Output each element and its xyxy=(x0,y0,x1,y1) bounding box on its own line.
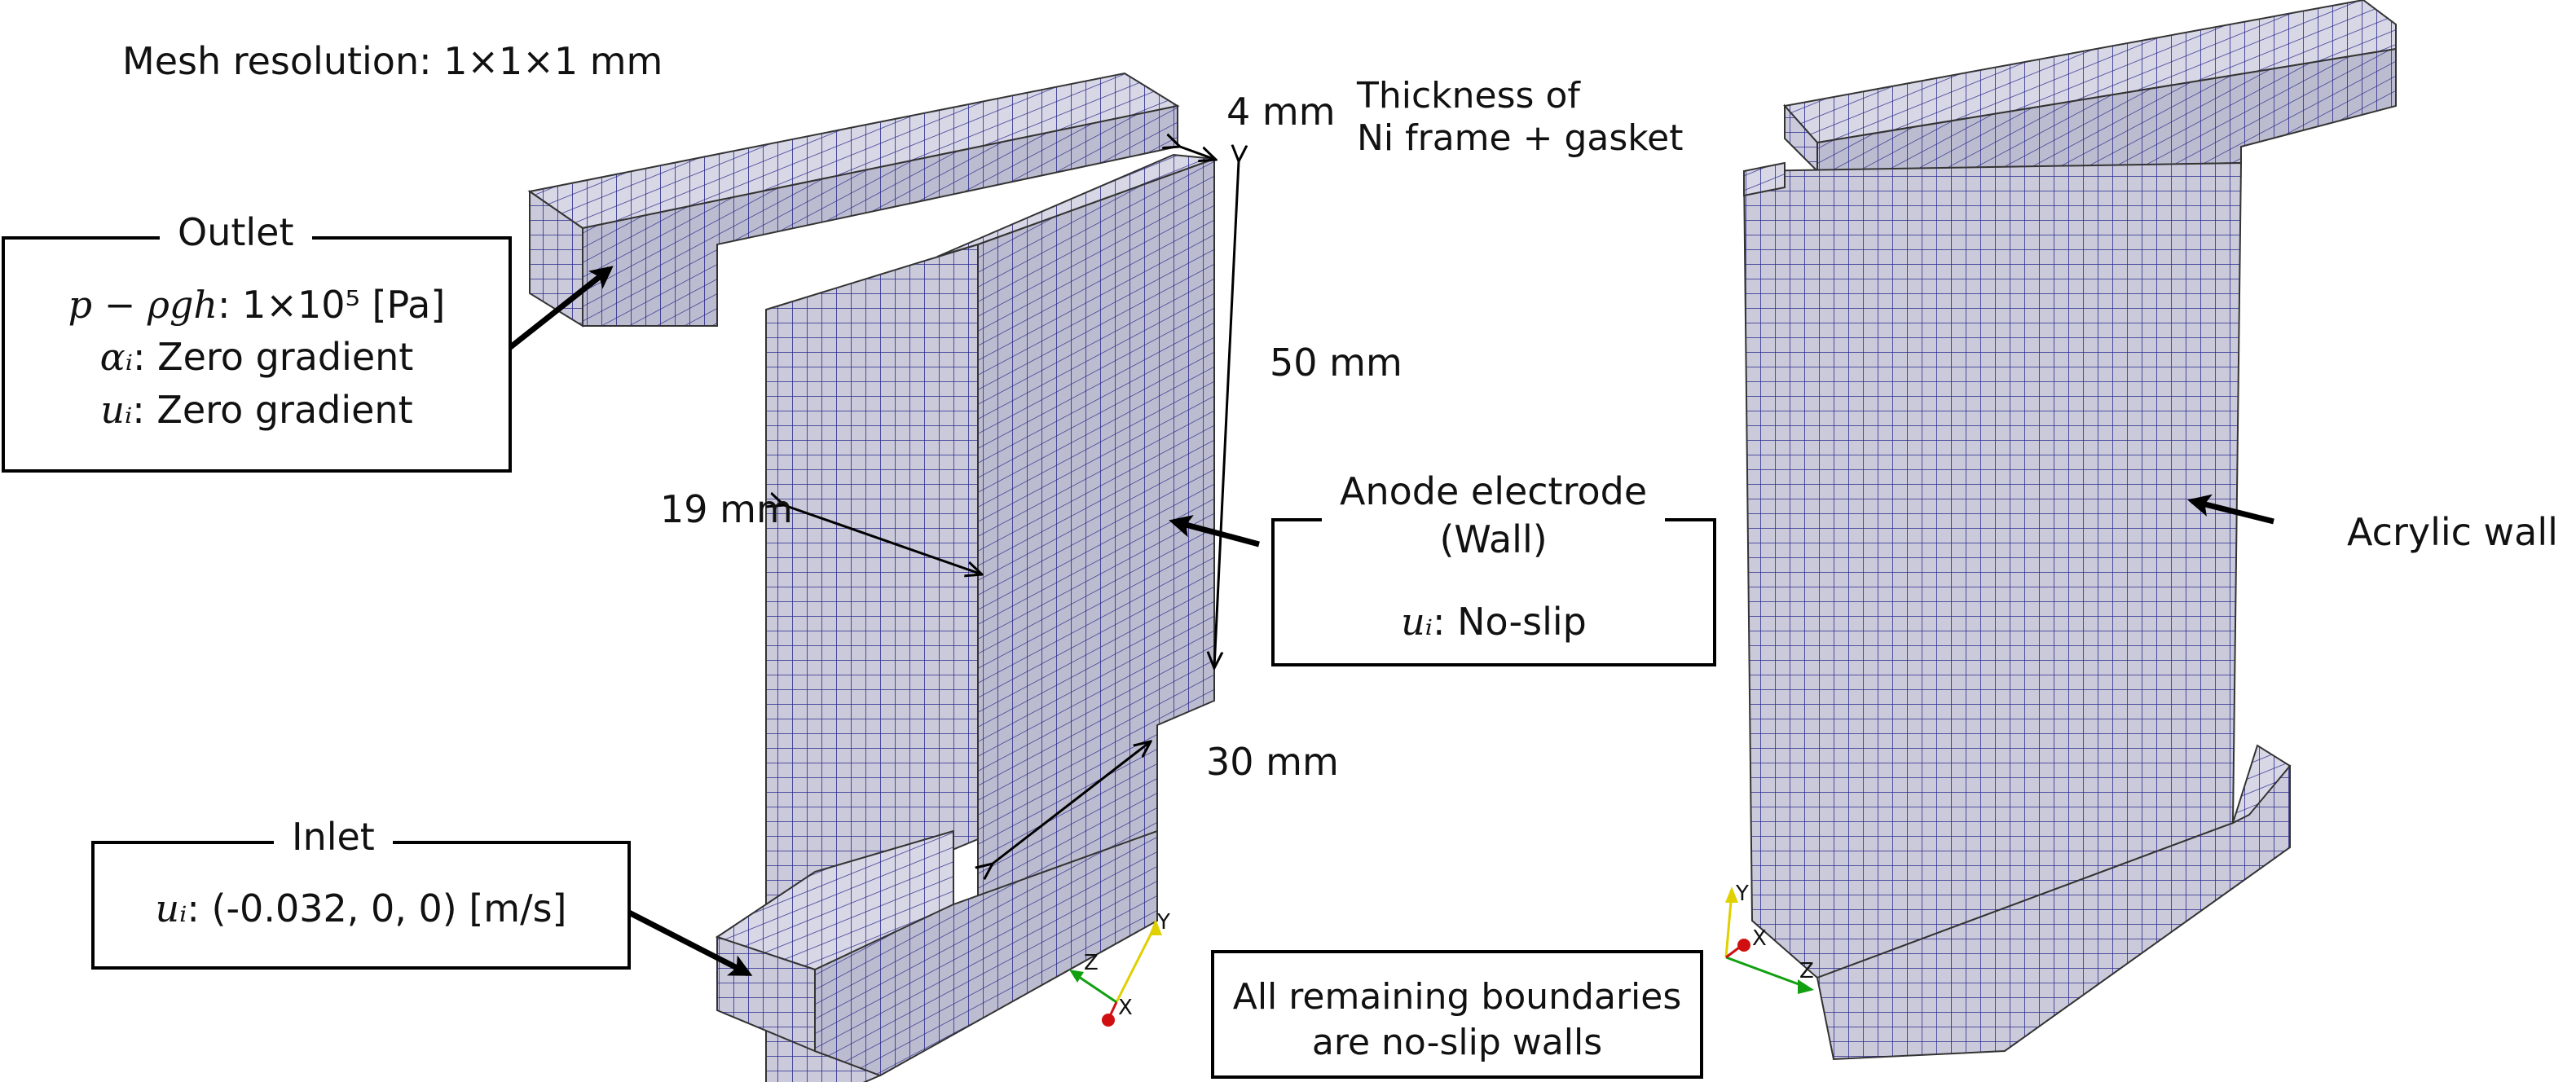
anode-title-line2: (Wall) xyxy=(1439,517,1548,561)
acrylic-wall-label: Acrylic wall xyxy=(2347,510,2558,554)
height-dimension-label: 50 mm xyxy=(1270,341,1402,385)
mesh-resolution-label: Mesh resolution: 1×1×1 mm xyxy=(122,39,663,83)
width-dimension-label: 19 mm xyxy=(660,487,793,531)
dimension-lines xyxy=(784,147,1239,864)
thickness-value-label: 4 mm xyxy=(1226,90,1336,134)
outlet-title: Outlet xyxy=(160,210,312,254)
right-mesh-model xyxy=(1742,0,2397,1061)
outlet-alpha-line: αᵢ: Zero gradient xyxy=(5,331,509,383)
outlet-u-symbol: uᵢ xyxy=(100,387,133,432)
inlet-title: Inlet xyxy=(274,815,393,859)
inlet-arrow xyxy=(624,908,753,977)
axis-y-label-right: Y xyxy=(1735,882,1749,906)
outlet-alpha-value: : Zero gradient xyxy=(132,335,414,380)
right-bottom-top xyxy=(2231,744,2292,825)
left-anode-face xyxy=(977,157,1215,906)
anode-box: Anode electrode (Wall) uᵢ: No-slip xyxy=(1271,468,1716,666)
axis-triad-left: Y Z X xyxy=(1069,910,1170,1027)
outlet-velocity-line: uᵢ: Zero gradient xyxy=(5,384,509,436)
anode-title: Anode electrode (Wall) xyxy=(1322,468,1666,564)
outlet-p-symbol: p − ρgh xyxy=(68,283,218,327)
outlet-p-value: : 1×10⁵ [Pa] xyxy=(218,283,446,327)
depth-dimension-label: 30 mm xyxy=(1206,740,1339,784)
left-topbar-side xyxy=(582,104,1178,327)
dim-height-arrow xyxy=(1214,161,1239,668)
axis-x-label-left: X xyxy=(1118,996,1133,1020)
inlet-box: Inlet uᵢ: (-0.032, 0, 0) [m/s] xyxy=(91,815,631,970)
dim-width-arrow xyxy=(784,505,982,574)
anode-title-line1: Anode electrode xyxy=(1340,469,1648,513)
remaining-line1: All remaining boundaries xyxy=(1232,976,1682,1018)
outlet-box: Outlet p − ρgh: 1×10⁵ [Pa] αᵢ: Zero grad… xyxy=(2,210,512,473)
left-bottom-side xyxy=(814,829,1158,1077)
callout-arrows xyxy=(499,266,2274,977)
axis-x-label-right: X xyxy=(1752,926,1767,951)
anode-arrow xyxy=(1169,515,1260,548)
anode-u-symbol: uᵢ xyxy=(1401,600,1433,644)
axis-z-label-right: Z xyxy=(1799,959,1814,983)
outlet-u-value: : Zero gradient xyxy=(132,387,413,432)
thickness-line2: Ni frame + gasket xyxy=(1357,117,1684,159)
remaining-boundaries-box: All remaining boundaries are no-slip wal… xyxy=(1211,950,1703,1079)
axis-triad-right: Y X Z xyxy=(1724,882,1814,994)
left-mesh-model xyxy=(527,72,1215,1082)
anode-u-value: : No-slip xyxy=(1433,600,1587,644)
dim-depth-arrow xyxy=(993,741,1151,864)
outlet-alpha-symbol: αᵢ xyxy=(99,335,133,380)
outlet-pressure-line: p − ρgh: 1×10⁵ [Pa] xyxy=(5,279,509,331)
inlet-u-symbol: uᵢ xyxy=(155,886,187,930)
axis-y-label-left: Y xyxy=(1156,910,1170,935)
remaining-line2: are no-slip walls xyxy=(1311,1022,1603,1064)
thickness-line1: Thickness of xyxy=(1357,75,1580,117)
axis-z-label-left: Z xyxy=(1084,951,1099,975)
inlet-u-value: : (-0.032, 0, 0) [m/s] xyxy=(187,886,567,930)
outlet-arrow xyxy=(499,266,614,357)
acrylic-arrow xyxy=(2187,494,2274,525)
right-left-step xyxy=(1743,161,1786,197)
thickness-description: Thickness of Ni frame + gasket xyxy=(1357,75,1684,160)
